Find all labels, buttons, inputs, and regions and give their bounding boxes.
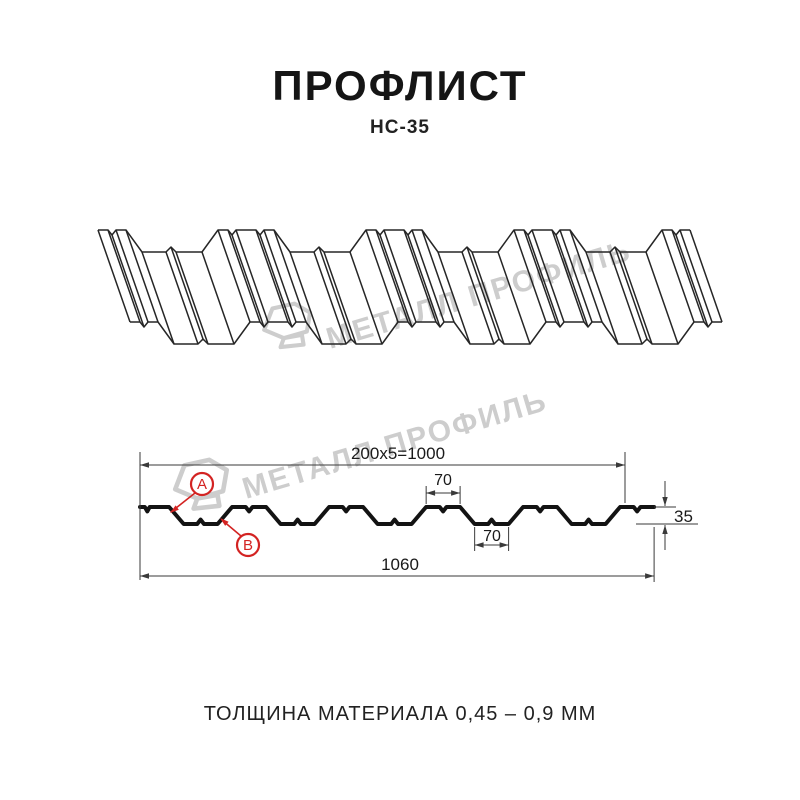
rib-edge-line xyxy=(323,251,357,345)
rib-edge-line xyxy=(671,229,705,323)
rib-edge-line xyxy=(619,251,653,345)
metal-profil-logo-icon xyxy=(278,332,306,350)
rib-edge-line xyxy=(551,229,585,323)
rib-edge-line xyxy=(403,229,437,323)
rib-edge-line xyxy=(227,229,261,323)
sheet-3d-wireframe xyxy=(97,229,723,345)
rib-edge-line xyxy=(523,229,557,323)
callout-a-circle xyxy=(189,471,215,497)
profile-model-subtitle: НС-35 xyxy=(370,117,430,138)
dim-label-pitch: 200x5=1000 xyxy=(351,444,445,463)
dim-label-overall-width: 1060 xyxy=(381,555,419,574)
rib-edge-line xyxy=(471,251,505,345)
sheet-front-edge xyxy=(130,321,722,345)
arrowhead xyxy=(662,497,668,506)
arrowhead xyxy=(474,542,484,548)
rib-edge-line xyxy=(255,229,289,323)
rib-edge-line xyxy=(569,229,603,323)
arrowhead xyxy=(170,505,179,513)
cross-section-profile xyxy=(138,505,657,526)
rib-edge-line xyxy=(645,251,679,345)
rib-edge-line xyxy=(115,229,149,323)
rib-edge-line xyxy=(559,229,593,323)
rib-edge-line xyxy=(175,251,209,345)
rib-edge-line xyxy=(437,251,471,345)
rib-edge-line xyxy=(379,234,413,328)
arrowhead xyxy=(616,462,625,468)
rib-edge-line xyxy=(235,229,269,323)
rib-edge-line xyxy=(531,229,565,323)
rib-edge-line xyxy=(614,246,648,340)
rib-edge-line xyxy=(125,229,159,323)
rib-edge-line xyxy=(365,229,399,323)
arrowhead xyxy=(499,542,509,548)
arrowhead xyxy=(645,573,655,579)
arrowhead xyxy=(426,490,436,496)
rib-edge-line xyxy=(466,246,500,340)
rib-edge-line xyxy=(421,229,455,323)
rib-edge-line xyxy=(555,234,589,328)
callout-arrows xyxy=(170,471,261,558)
rib-edge-line xyxy=(609,251,643,345)
rib-edge-line xyxy=(675,234,709,328)
callout-a-label: A xyxy=(197,476,207,493)
rib-edge-line xyxy=(375,229,409,323)
rib-edge-line xyxy=(111,234,145,328)
rib-edge-line xyxy=(407,234,441,328)
rib-edge-line xyxy=(318,246,352,340)
rib-edge-line xyxy=(231,234,265,328)
rib-edge-line xyxy=(217,229,251,323)
arrowhead xyxy=(662,525,668,534)
arrowhead xyxy=(140,573,149,579)
rib-edge-line xyxy=(527,234,561,328)
profile-outline xyxy=(138,505,657,526)
metal-profil-logo-icon xyxy=(191,492,222,511)
rib-edge-line xyxy=(661,229,695,323)
callout-b-circle xyxy=(235,532,261,558)
dimension-lines xyxy=(139,452,698,582)
rib-edge-line xyxy=(497,251,531,345)
rib-edge-line xyxy=(97,229,131,323)
rib-edge-line xyxy=(585,251,619,345)
rib-edge-line xyxy=(461,251,495,345)
dim-label-trough-width: 70 xyxy=(483,528,501,545)
rib-edge-line xyxy=(273,229,307,323)
page-title: ПРОФЛИСТ xyxy=(272,62,528,109)
rib-edge-line xyxy=(170,246,204,340)
rib-edge-line xyxy=(165,251,199,345)
sheet-back-edge xyxy=(98,229,690,253)
dim-label-crest-width: 70 xyxy=(434,472,452,489)
rib-edge-line xyxy=(513,229,547,323)
rib-edge-line xyxy=(349,251,383,345)
rib-edge-line xyxy=(679,229,713,323)
callout-b-label: B xyxy=(243,537,253,554)
rib-edge-line xyxy=(689,229,723,323)
rib-edge-line xyxy=(411,229,445,323)
rib-edge-line xyxy=(107,229,141,323)
rib-edge-line xyxy=(263,229,297,323)
arrowhead xyxy=(140,462,149,468)
rib-edge-line xyxy=(201,251,235,345)
rib-edge-line xyxy=(259,234,293,328)
arrowhead xyxy=(220,518,229,526)
dim-label-height: 35 xyxy=(674,507,693,526)
rib-edge-line xyxy=(141,251,175,345)
rib-edge-line xyxy=(289,251,323,345)
material-thickness-note: ТОЛЩИНА МАТЕРИАЛА 0,45 – 0,9 ММ xyxy=(203,703,597,725)
arrowhead xyxy=(451,490,461,496)
rib-edge-line xyxy=(383,229,417,323)
rib-edge-line xyxy=(313,251,347,345)
